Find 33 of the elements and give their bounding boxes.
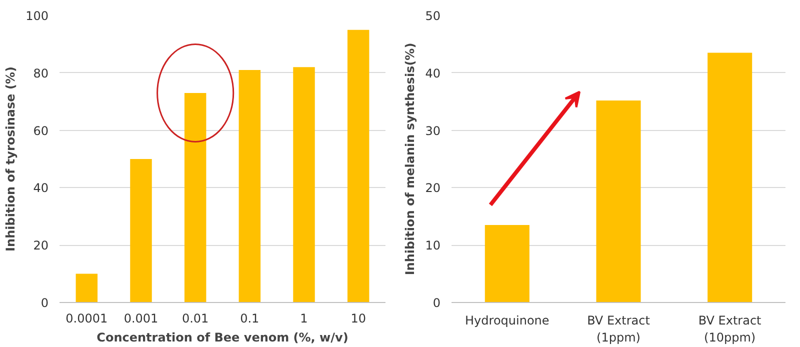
y-tick-label: 10 bbox=[425, 238, 441, 253]
y-axis-title: Inhibition of tyrosinase (%) bbox=[4, 66, 18, 252]
y-tick-label: 40 bbox=[33, 181, 49, 196]
bar bbox=[708, 52, 752, 302]
bar bbox=[596, 100, 641, 302]
y-axis-title: Inhibition of melanin synthesis(%) bbox=[403, 42, 418, 276]
bar bbox=[293, 67, 315, 302]
x-tick-label: Hydroquinone bbox=[465, 314, 550, 328]
bar bbox=[130, 159, 152, 302]
y-tick-label: 20 bbox=[33, 238, 49, 253]
x-axis-title: Concentration of Bee venom (%, w/v) bbox=[96, 330, 348, 344]
x-tick-label: BV Extract (10ppm) bbox=[698, 314, 762, 344]
y-tick-label: 0 bbox=[432, 296, 441, 310]
y-tick-label: 80 bbox=[33, 66, 49, 80]
x-tick-label: 0.0001 bbox=[66, 312, 108, 326]
y-tick-label: 20 bbox=[425, 181, 441, 196]
y-tick-label: 50 bbox=[425, 9, 441, 23]
y-tick-label: 100 bbox=[26, 9, 48, 23]
x-tick-label: BV Extract (1ppm) bbox=[587, 314, 650, 344]
bar bbox=[347, 30, 370, 302]
bar bbox=[484, 225, 530, 302]
bar bbox=[238, 70, 261, 302]
x-tick-label: 1 bbox=[300, 312, 308, 326]
y-tick-label: 40 bbox=[425, 66, 441, 80]
y-tick-label: 60 bbox=[33, 124, 49, 138]
x-tick-label: 0.001 bbox=[124, 312, 158, 326]
y-tick-label: 0 bbox=[40, 296, 49, 310]
bar bbox=[184, 92, 206, 302]
x-tick-label: 10 bbox=[350, 312, 366, 326]
x-tick-label: 0.01 bbox=[182, 312, 209, 326]
y-tick-label: 30 bbox=[425, 124, 441, 138]
bar bbox=[76, 274, 98, 302]
x-tick-label: 0.1 bbox=[240, 312, 260, 326]
